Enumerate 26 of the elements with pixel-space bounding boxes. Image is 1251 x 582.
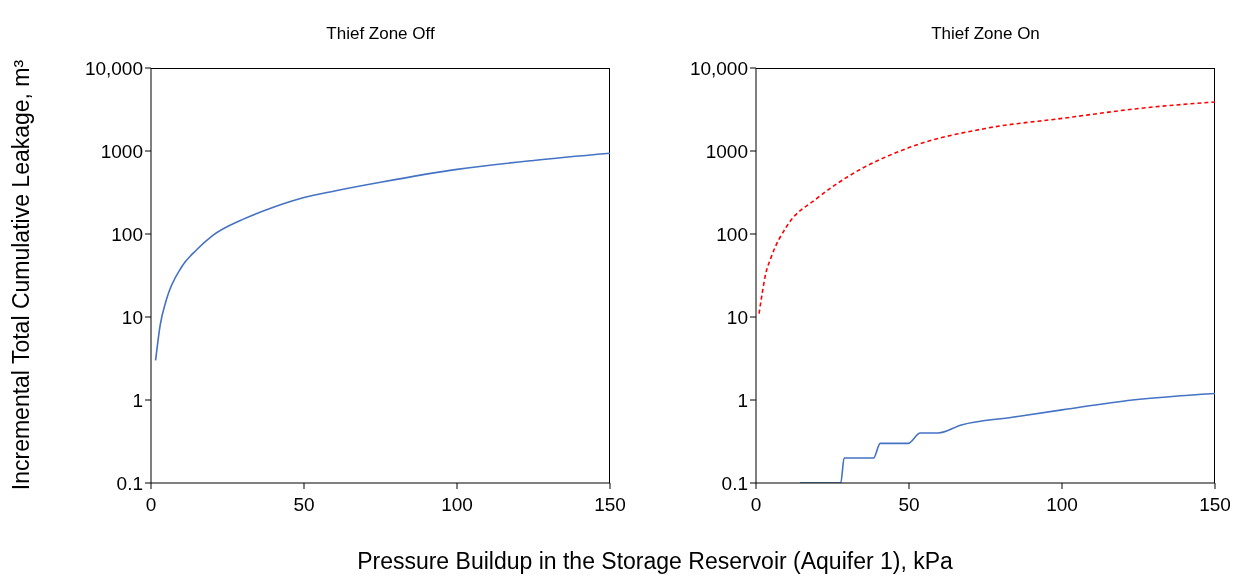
x-tick-label: 150 bbox=[1199, 494, 1231, 515]
x-axis-title: Pressure Buildup in the Storage Reservoir (Aquifer 1), kPa bbox=[356, 548, 954, 575]
y-tick-label: 1 bbox=[737, 389, 748, 411]
x-tick-label: 50 bbox=[898, 494, 920, 515]
y-tick-label: 1000 bbox=[100, 140, 143, 162]
x-tick-label: 0 bbox=[145, 494, 157, 515]
y-tick-label: 1000 bbox=[705, 140, 748, 162]
x-tick-label: 100 bbox=[441, 494, 473, 515]
line-series bbox=[154, 152, 610, 362]
x-tick-label: 0 bbox=[750, 494, 762, 515]
y-axis-title: Incremental Total Cumulative Leakage, m³ bbox=[7, 59, 35, 491]
chart-title: Thief Zone Off bbox=[325, 24, 436, 44]
y-tick-label: 100 bbox=[111, 223, 143, 245]
x-tick-label: 150 bbox=[594, 494, 626, 515]
y-tick-label: 10 bbox=[726, 306, 748, 328]
x-tick-label: 100 bbox=[1046, 494, 1078, 515]
line-series bbox=[758, 101, 1215, 315]
y-tick-label: 10 bbox=[121, 306, 143, 328]
y-tick-label: 10,000 bbox=[84, 57, 143, 79]
y-tick-label: 0.1 bbox=[116, 472, 143, 494]
y-tick-label: 10,000 bbox=[689, 57, 748, 79]
y-tick-label: 1 bbox=[132, 389, 143, 411]
x-tick-label: 50 bbox=[293, 494, 315, 515]
y-tick-label: 0.1 bbox=[721, 472, 748, 494]
y-tick-label: 100 bbox=[716, 223, 748, 245]
chart-title: Thief Zone On bbox=[930, 24, 1041, 44]
